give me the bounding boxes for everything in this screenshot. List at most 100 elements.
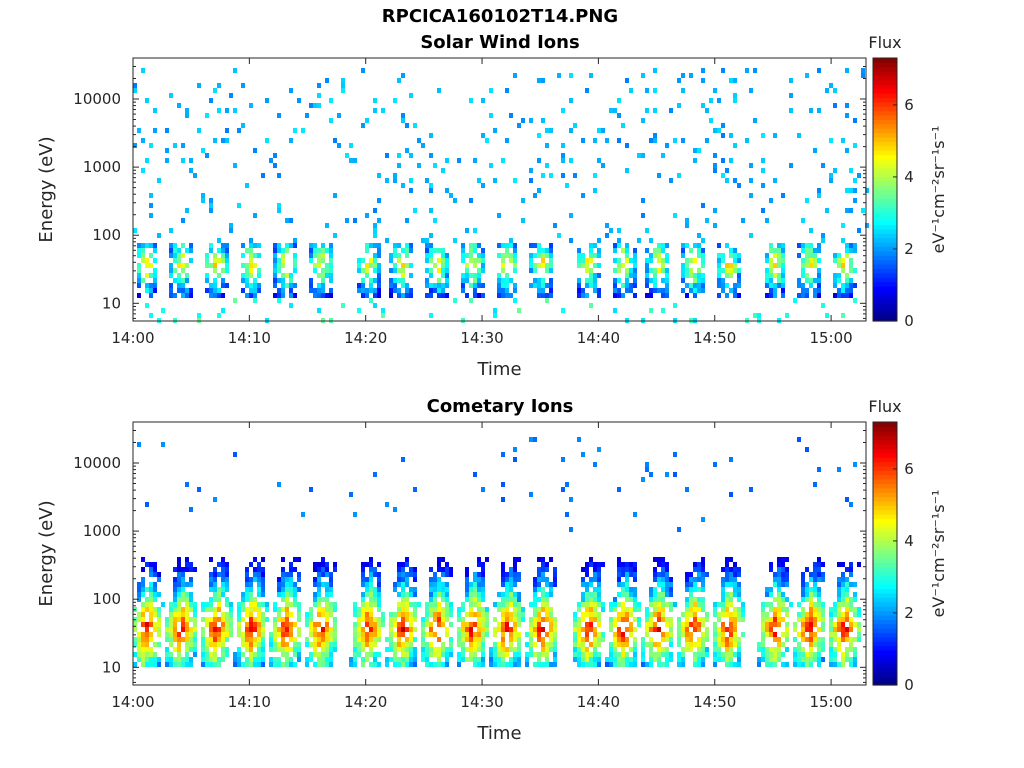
spectrogram-cell	[305, 113, 309, 118]
spectrogram-cell	[589, 612, 593, 617]
spectrogram-cell	[437, 88, 441, 93]
spectrogram-cell	[433, 602, 437, 607]
spectrogram-cell	[681, 657, 685, 662]
spectrogram-cell	[429, 592, 433, 597]
spectrogram-cell	[841, 572, 845, 577]
spectrogram-cell	[701, 248, 705, 253]
spectrogram-cell	[441, 607, 445, 612]
spectrogram-cell	[173, 647, 177, 652]
spectrogram-cell	[285, 582, 289, 587]
spectrogram-cell	[589, 652, 593, 657]
spectrogram-cell	[545, 612, 549, 617]
spectrogram-cell	[661, 572, 665, 577]
spectrogram-cell	[549, 622, 553, 627]
spectrogram-cell	[317, 632, 321, 637]
spectrogram-cell	[693, 607, 697, 612]
spectrogram-cell	[689, 647, 693, 652]
spectrogram-cell	[433, 662, 437, 667]
spectrogram-cell	[469, 253, 473, 258]
spectrogram-cell	[165, 662, 169, 667]
spectrogram-cell	[361, 268, 365, 273]
spectrogram-cell	[645, 662, 649, 667]
spectrogram-cell	[713, 612, 717, 617]
spectrogram-cell	[273, 632, 277, 637]
spectrogram-cell	[677, 103, 681, 108]
spectrogram-cell	[697, 233, 701, 238]
spectrogram-cell	[593, 597, 597, 602]
spectrogram-cell	[369, 577, 373, 582]
spectrogram-cell	[169, 268, 173, 273]
spectrogram-cell	[545, 253, 549, 258]
spectrogram-cell	[293, 637, 297, 642]
spectrogram-cell	[597, 238, 601, 243]
spectrogram-cell	[501, 647, 505, 652]
spectrogram-cell	[521, 198, 525, 203]
spectrogram-cell	[277, 617, 281, 622]
spectrogram-cell	[213, 622, 217, 627]
spectrogram-cell	[837, 293, 841, 298]
spectrogram-cell	[337, 113, 341, 118]
spectrogram-cell	[377, 582, 381, 587]
spectrogram-cell	[657, 607, 661, 612]
spectrogram-cell	[725, 567, 729, 572]
spectrogram-cell	[661, 662, 665, 667]
spectrogram-cell	[685, 617, 689, 622]
spectrogram-cell	[701, 617, 705, 622]
spectrogram-cell	[221, 627, 225, 632]
spectrogram-cell	[613, 293, 617, 298]
spectrogram-cell	[461, 652, 465, 657]
spectrogram-cell	[769, 632, 773, 637]
spectrogram-cell	[333, 617, 337, 622]
spectrogram-cell	[665, 647, 669, 652]
spectrogram-cell	[257, 627, 261, 632]
spectrogram-cell	[797, 647, 801, 652]
spectrogram-cell	[593, 602, 597, 607]
spectrogram-cell	[137, 293, 141, 298]
spectrogram-cell	[497, 607, 501, 612]
spectrogram-cell	[729, 627, 733, 632]
spectrogram-cell	[409, 617, 413, 622]
spectrogram-cell	[805, 293, 809, 298]
spectrogram-cell	[173, 597, 177, 602]
spectrogram-cell	[701, 238, 705, 243]
spectrogram-cell	[281, 248, 285, 253]
spectrogram-cell	[665, 662, 669, 667]
spectrogram-cell	[249, 587, 253, 592]
spectrogram-cell	[533, 582, 537, 587]
spectrogram-cell	[729, 617, 733, 622]
spectrogram-cell	[849, 627, 853, 632]
spectrogram-cell	[393, 173, 397, 178]
spectrogram-cell	[449, 652, 453, 657]
spectrogram-cell	[845, 577, 849, 582]
spectrogram-cell	[661, 567, 665, 572]
spectrogram-cell	[309, 103, 313, 108]
spectrogram-cell	[433, 607, 437, 612]
colorbar-segment	[873, 614, 897, 620]
spectrogram-cell	[737, 273, 741, 278]
spectrogram-cell	[397, 243, 401, 248]
spectrogram-cell	[465, 627, 469, 632]
spectrogram-cell	[445, 652, 449, 657]
spectrogram-cell	[625, 572, 629, 577]
spectrogram-cell	[785, 632, 789, 637]
colorbar-segment	[873, 443, 897, 449]
spectrogram-cell	[141, 657, 145, 662]
spectrogram-cell	[641, 652, 645, 657]
spectrogram-cell	[789, 93, 793, 98]
spectrogram-cell	[137, 253, 141, 258]
spectrogram-cell	[245, 597, 249, 602]
spectrogram-cell	[429, 183, 433, 188]
spectrogram-cell	[661, 597, 665, 602]
spectrogram-cell	[289, 218, 293, 223]
spectrogram-cell	[177, 288, 181, 293]
spectrogram-cell	[429, 288, 433, 293]
spectrogram-cell	[809, 243, 813, 248]
spectrogram-cell	[377, 597, 381, 602]
spectrogram-cell	[209, 557, 213, 562]
spectrogram-cell	[801, 597, 805, 602]
spectrogram-cell	[277, 627, 281, 632]
spectrogram-cell	[317, 288, 321, 293]
spectrogram-cell	[665, 293, 669, 298]
spectrogram-cell	[733, 178, 737, 183]
